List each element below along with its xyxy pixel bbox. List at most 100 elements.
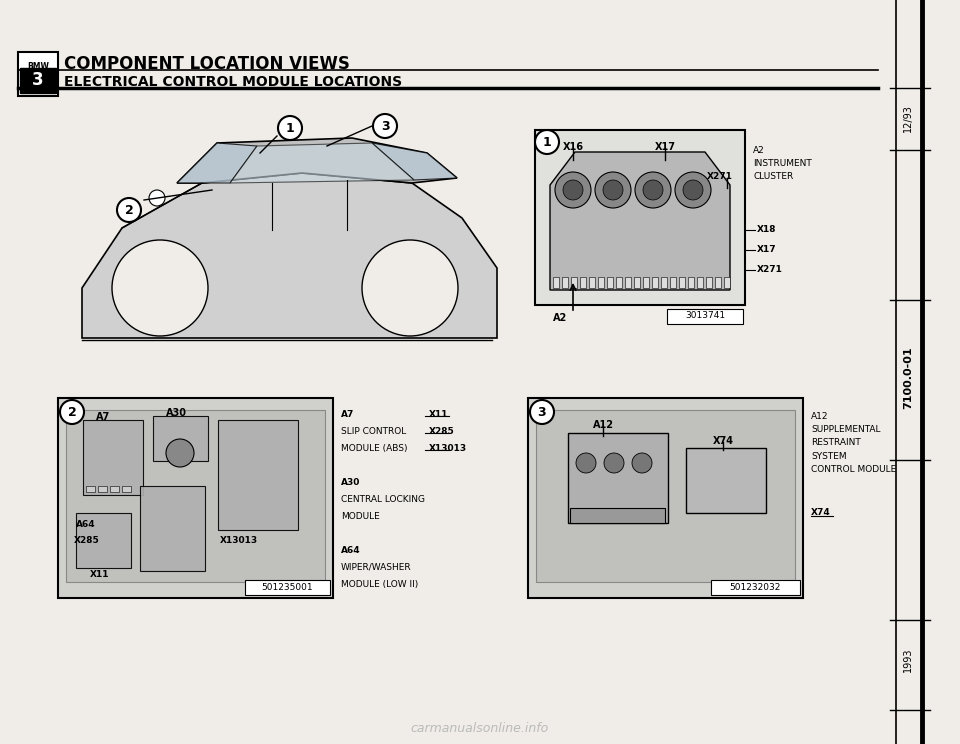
Circle shape (535, 130, 559, 154)
Bar (616, 277, 622, 288)
Bar (83, 420, 143, 495)
Bar (571, 277, 577, 288)
Text: X271: X271 (757, 266, 782, 275)
Text: CENTRAL LOCKING: CENTRAL LOCKING (341, 495, 425, 504)
Bar (706, 277, 712, 288)
Circle shape (683, 180, 703, 200)
Polygon shape (177, 138, 457, 183)
Text: X285: X285 (74, 536, 100, 545)
Polygon shape (372, 143, 457, 180)
Bar (122, 486, 131, 492)
Text: X17: X17 (757, 246, 777, 254)
Bar (711, 580, 800, 595)
Text: 3: 3 (538, 405, 546, 418)
Bar (562, 277, 568, 288)
Circle shape (278, 116, 302, 140)
Text: 3: 3 (33, 71, 44, 89)
Text: 501235001: 501235001 (261, 583, 313, 592)
Text: A7: A7 (96, 412, 110, 422)
Text: A2: A2 (553, 313, 567, 323)
Bar (536, 410, 795, 582)
Circle shape (555, 172, 591, 208)
Bar (643, 277, 649, 288)
Bar (715, 277, 721, 288)
Bar (98, 486, 107, 492)
Circle shape (368, 246, 452, 330)
Circle shape (373, 114, 397, 138)
Text: X74: X74 (712, 436, 733, 446)
Circle shape (362, 240, 458, 336)
Text: X11: X11 (429, 410, 448, 419)
Circle shape (392, 270, 428, 306)
Circle shape (635, 172, 671, 208)
Text: BMW: BMW (27, 62, 49, 71)
Text: WIPER/WASHER: WIPER/WASHER (341, 563, 412, 572)
Circle shape (166, 439, 194, 467)
Circle shape (603, 180, 623, 200)
Text: 12/93: 12/93 (903, 104, 913, 132)
Circle shape (675, 172, 711, 208)
Text: 1993: 1993 (903, 648, 913, 673)
Bar (528, 398, 803, 598)
Bar (76, 513, 131, 568)
Circle shape (118, 246, 202, 330)
Bar (245, 580, 330, 595)
Bar (86, 486, 95, 492)
Bar (589, 277, 595, 288)
Text: A7: A7 (341, 410, 354, 419)
Text: MODULE: MODULE (341, 512, 380, 521)
Circle shape (60, 400, 84, 424)
Circle shape (563, 180, 583, 200)
Text: 7100.0-01: 7100.0-01 (903, 347, 913, 409)
Bar (66, 410, 325, 582)
Text: A2
INSTRUMENT
CLUSTER: A2 INSTRUMENT CLUSTER (753, 146, 812, 182)
Text: 3: 3 (381, 120, 390, 132)
Polygon shape (550, 152, 730, 290)
Circle shape (604, 453, 624, 473)
Text: A12
SUPPLEMENTAL
RESTRAINT
SYSTEM
CONTROL MODULE: A12 SUPPLEMENTAL RESTRAINT SYSTEM CONTRO… (811, 412, 897, 474)
Text: carmanualsonline.info: carmanualsonline.info (411, 722, 549, 735)
Circle shape (149, 190, 165, 206)
Text: 2: 2 (67, 405, 77, 418)
Bar (153, 416, 208, 461)
Bar (140, 486, 205, 571)
Text: COMPONENT LOCATION VIEWS: COMPONENT LOCATION VIEWS (64, 55, 349, 73)
Polygon shape (82, 173, 497, 338)
Bar (18, 52, 58, 96)
Text: X18: X18 (757, 225, 777, 234)
Bar (553, 277, 559, 288)
Bar (110, 486, 119, 492)
Polygon shape (230, 143, 414, 183)
Text: A30: A30 (165, 408, 186, 418)
Text: X16: X16 (563, 142, 584, 152)
Text: X13013: X13013 (220, 536, 258, 545)
Bar (667, 309, 743, 324)
Text: X11: X11 (90, 570, 109, 579)
Bar (686, 448, 766, 513)
Text: A30: A30 (341, 478, 360, 487)
Text: A12: A12 (592, 420, 613, 430)
Bar (634, 277, 640, 288)
Text: MODULE (ABS): MODULE (ABS) (341, 444, 407, 453)
Bar (598, 277, 604, 288)
Circle shape (576, 453, 596, 473)
Circle shape (632, 453, 652, 473)
Polygon shape (177, 143, 257, 183)
Bar (679, 277, 685, 288)
Text: A64: A64 (76, 520, 96, 529)
Text: 1: 1 (286, 121, 295, 135)
Circle shape (142, 270, 178, 306)
Bar (535, 130, 745, 305)
Circle shape (117, 198, 141, 222)
Text: 1: 1 (542, 135, 551, 149)
Bar (570, 508, 665, 523)
Text: MODULE (LOW II): MODULE (LOW II) (341, 580, 419, 589)
Text: ELECTRICAL CONTROL MODULE LOCATIONS: ELECTRICAL CONTROL MODULE LOCATIONS (64, 75, 402, 89)
Text: X17: X17 (655, 142, 676, 152)
Text: X74: X74 (811, 508, 830, 517)
Bar (218, 420, 298, 530)
Text: X13013: X13013 (429, 444, 468, 453)
Bar (580, 277, 586, 288)
Bar (724, 277, 730, 288)
Bar (607, 277, 613, 288)
